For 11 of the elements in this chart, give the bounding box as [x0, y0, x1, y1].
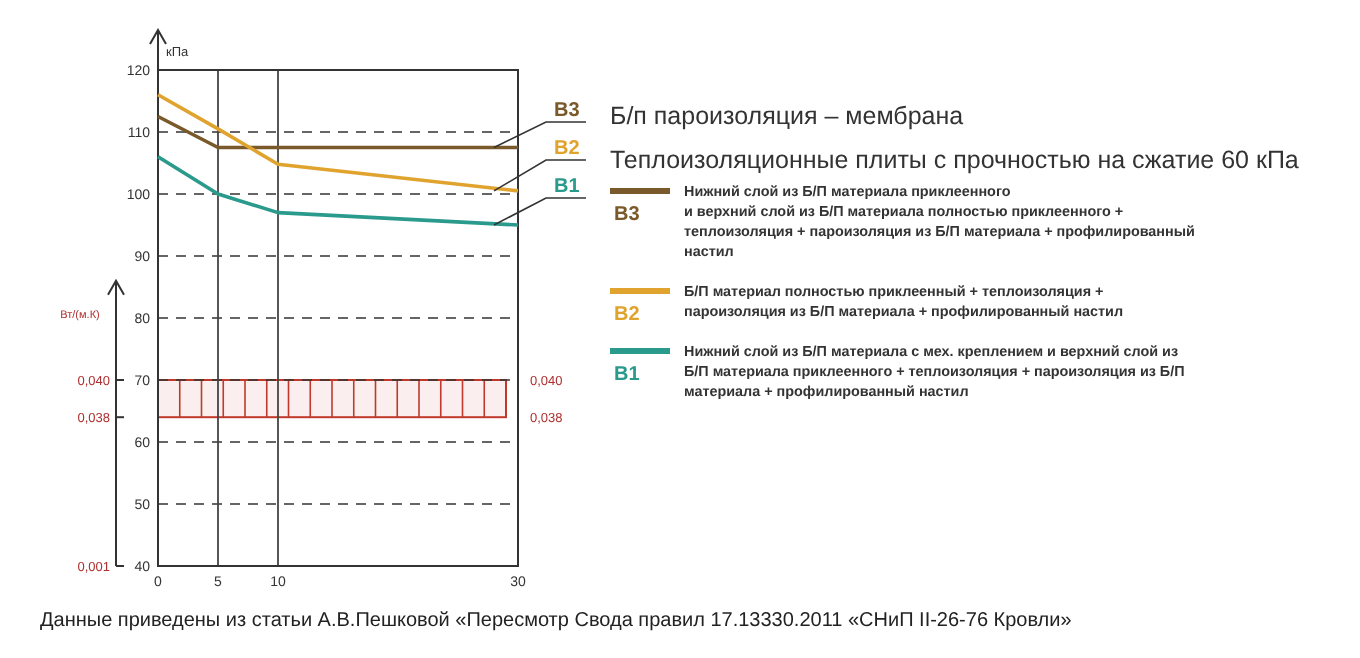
- line-series: [156, 155, 520, 227]
- line-series: [156, 93, 520, 193]
- text: Данные приведены из статьи А.В.Пешковой «Пересмотр Свода правил 17.13330.2011 «СНиП II-26-76 Кровли»: [40, 610, 1073, 632]
- legend-label: В1: [614, 364, 641, 386]
- text: Б/п пароизоляция – мембрана: [610, 102, 964, 130]
- text: В1: [554, 176, 580, 198]
- text: В2: [554, 138, 580, 160]
- text: В3: [554, 100, 580, 122]
- legend-label: В3: [614, 204, 641, 226]
- legend-label: В2: [614, 304, 641, 326]
- text: Теплоизоляционные плиты с прочностью на сжатие 60 кПа: [610, 146, 1299, 174]
